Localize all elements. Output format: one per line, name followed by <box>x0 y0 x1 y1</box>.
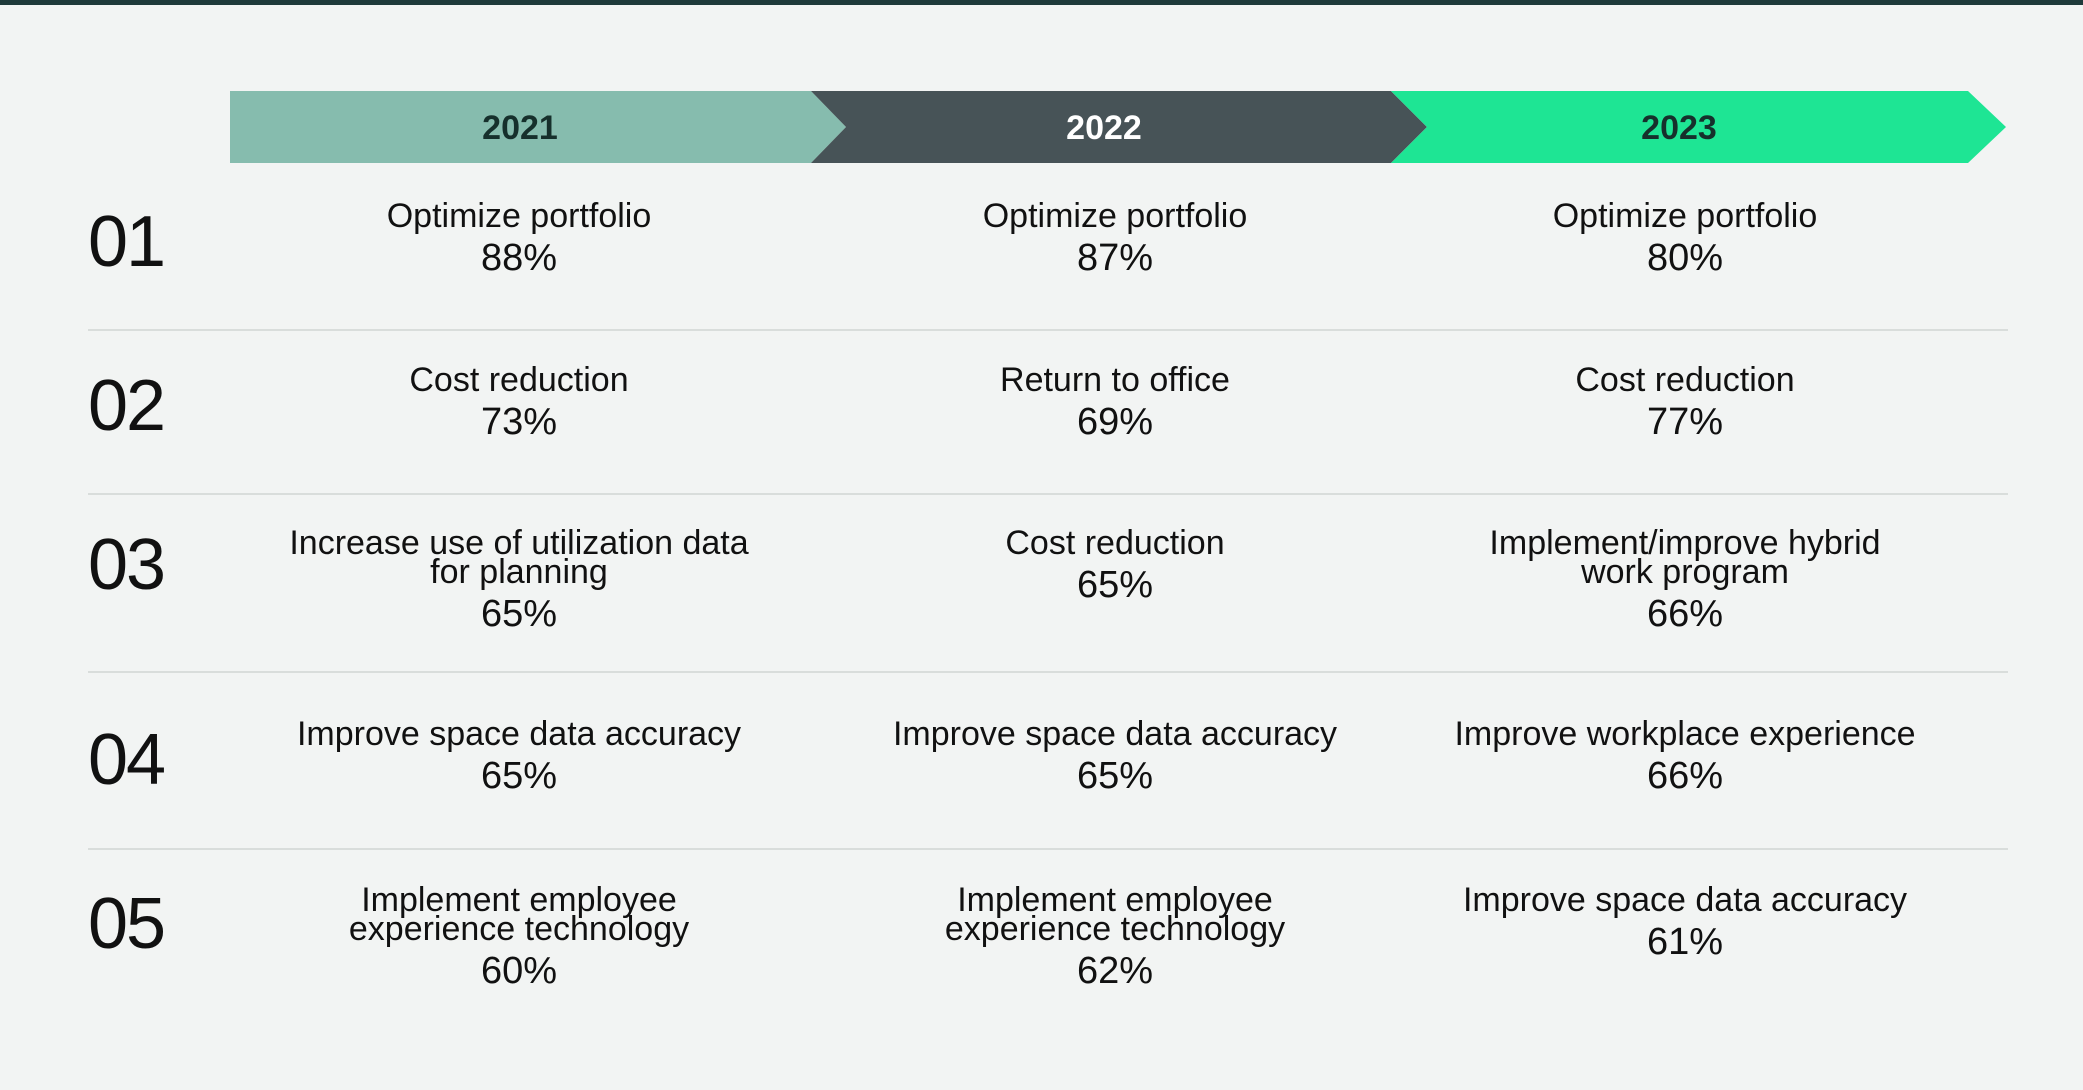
priority-percent: 60% <box>480 950 558 992</box>
top-rule <box>0 0 2083 5</box>
year-label-2022: 2022 <box>1066 109 1142 147</box>
priority-cell-2022: Return to office 69% <box>835 361 1395 445</box>
year-arrow-2021 <box>230 91 846 163</box>
priority-cell-2022: Cost reduction 65% <box>835 524 1395 608</box>
year-label-2023: 2023 <box>1641 109 1717 147</box>
row-divider <box>88 493 2008 495</box>
rank-number: 05 <box>88 884 166 964</box>
priority-cell-2021: Increase use of utilization data for pla… <box>279 524 759 637</box>
row-divider <box>88 848 2008 850</box>
priority-cell-2022: Implement employee experience technology… <box>905 881 1325 994</box>
priority-cell-2021: Optimize portfolio 88% <box>239 197 799 281</box>
priority-label: Optimize portfolio <box>982 197 1248 235</box>
priority-percent: 65% <box>480 755 558 797</box>
priority-label: Improve workplace experience <box>1454 715 1916 753</box>
priority-percent: 65% <box>1076 564 1154 606</box>
row-divider <box>88 329 2008 331</box>
priority-cell-2023: Implement/improve hybrid work program 66… <box>1450 524 1920 637</box>
year-label-2021: 2021 <box>482 109 558 147</box>
priority-cell-2021: Improve space data accuracy 65% <box>239 715 799 799</box>
priority-percent: 61% <box>1646 921 1724 963</box>
rank-number: 02 <box>88 366 166 446</box>
rank-number: 01 <box>88 202 166 282</box>
priority-cell-2021: Implement employee experience technology… <box>309 881 729 994</box>
priority-cell-2023: Cost reduction 77% <box>1405 361 1965 445</box>
priority-cell-2021: Cost reduction 73% <box>239 361 799 445</box>
priority-label: Cost reduction <box>1575 361 1795 399</box>
priority-label: Return to office <box>1000 361 1230 399</box>
priority-label: Improve space data accuracy <box>296 715 742 753</box>
priority-percent: 66% <box>1646 755 1724 797</box>
priority-label: Cost reduction <box>1005 524 1225 562</box>
priority-label: Improve space data accuracy <box>892 715 1338 753</box>
priority-percent: 87% <box>1076 237 1154 279</box>
priority-percent: 65% <box>480 593 558 635</box>
priority-percent: 65% <box>1076 755 1154 797</box>
priority-percent: 88% <box>480 237 558 279</box>
priority-percent: 77% <box>1646 401 1724 443</box>
priority-cell-2022: Optimize portfolio 87% <box>835 197 1395 281</box>
priority-label: Increase use of utilization data for pla… <box>289 524 749 591</box>
priority-cell-2022: Improve space data accuracy 65% <box>835 715 1395 799</box>
priority-label: Implement employee experience technology <box>944 881 1286 948</box>
year-arrow-2023 <box>1391 91 2006 163</box>
priority-label: Cost reduction <box>409 361 629 399</box>
year-timeline <box>230 91 2006 163</box>
priority-label: Implement employee experience technology <box>348 881 690 948</box>
priority-label: Implement/improve hybrid work program <box>1489 524 1881 591</box>
row-divider <box>88 671 2008 673</box>
priority-label: Optimize portfolio <box>386 197 652 235</box>
priority-percent: 66% <box>1646 593 1724 635</box>
rank-number: 04 <box>88 720 166 800</box>
rank-number: 03 <box>88 525 166 605</box>
priority-label: Improve space data accuracy <box>1462 881 1908 919</box>
priority-cell-2023: Improve workplace experience 66% <box>1405 715 1965 799</box>
priority-percent: 80% <box>1646 237 1724 279</box>
priority-cell-2023: Improve space data accuracy 61% <box>1405 881 1965 965</box>
priority-cell-2023: Optimize portfolio 80% <box>1405 197 1965 281</box>
year-arrow-2022 <box>811 91 1427 163</box>
priority-label: Optimize portfolio <box>1552 197 1818 235</box>
priority-percent: 73% <box>480 401 558 443</box>
priority-percent: 69% <box>1076 401 1154 443</box>
priority-percent: 62% <box>1076 950 1154 992</box>
